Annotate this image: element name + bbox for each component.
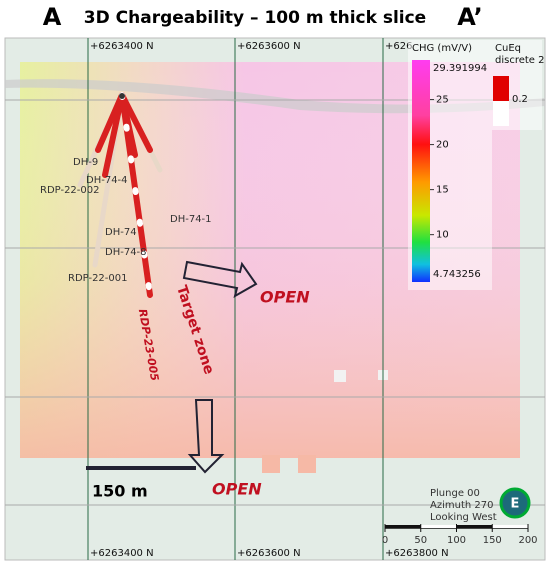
view-azimuth: Azimuth 270: [430, 500, 493, 511]
drill-holes: [77, 92, 163, 298]
legend-max: 29.391994: [433, 63, 487, 74]
scale-bar-segment: [492, 525, 528, 528]
scale-bar-segment: [420, 525, 457, 528]
grid-label: +6263400 N: [90, 548, 154, 559]
section-start: A: [43, 3, 62, 31]
open-label: OPEN: [260, 288, 310, 307]
scale-bar-label: 0: [382, 535, 388, 546]
legend-value: 0.2: [512, 94, 528, 105]
legend-min: 4.743256: [433, 269, 481, 280]
scale-bar: 0 50 100 150 200: [382, 524, 538, 546]
cueq-legend: CuEq discrete 2 0.2: [492, 40, 545, 130]
scale-bar-label: 200: [518, 535, 537, 546]
legend-title: CuEq discrete 2: [495, 43, 545, 66]
legend-tick-label: 15: [436, 185, 449, 196]
scale-bar-label: 150: [483, 535, 502, 546]
hole-label: DH-74-1: [170, 214, 212, 225]
scale-bar-label: 100: [447, 535, 466, 546]
chargeability-legend: CHG (mV/V) 29.391994 4.743256 25 20 15 10: [408, 40, 492, 290]
legend-tick-label: 10: [436, 230, 449, 241]
arrow: [182, 260, 258, 299]
arrow: [187, 399, 225, 474]
hole-label: DH-9: [73, 157, 98, 168]
hole-label: DH-74-8: [105, 247, 147, 258]
grid-label: +6263600 N: [237, 41, 301, 52]
hole-label: DH-74-4: [86, 175, 128, 186]
grid-label: +6263600 N: [237, 548, 301, 559]
section-end: A’: [457, 3, 483, 31]
grid-label: +6263800 N: [385, 548, 449, 559]
scale-label: 150 m: [92, 482, 148, 501]
compass: [499, 487, 531, 519]
legend-title: CHG (mV/V): [412, 43, 472, 54]
open-label: OPEN: [212, 480, 262, 499]
legend-tick-label: 20: [436, 140, 449, 151]
color-bar: [412, 60, 430, 282]
compass-label: E: [511, 497, 520, 512]
scale-bar-segment: [456, 525, 493, 528]
legend-tick-label: 25: [436, 95, 449, 106]
grid-label: +626: [385, 41, 412, 52]
grid-label: +6263400 N: [90, 41, 154, 52]
scale-bar-label: 50: [414, 535, 427, 546]
hole-label: RDP-22-002: [40, 185, 100, 196]
hole-label: DH-74: [105, 227, 137, 238]
title: 3D Chargeability – 100 m thick slice: [84, 8, 426, 28]
hole-label: RDP-22-001: [68, 273, 128, 284]
scale-bar-segment: [385, 525, 421, 528]
view-direction: Looking West: [430, 512, 497, 523]
view-plunge: Plunge 00: [430, 488, 480, 499]
